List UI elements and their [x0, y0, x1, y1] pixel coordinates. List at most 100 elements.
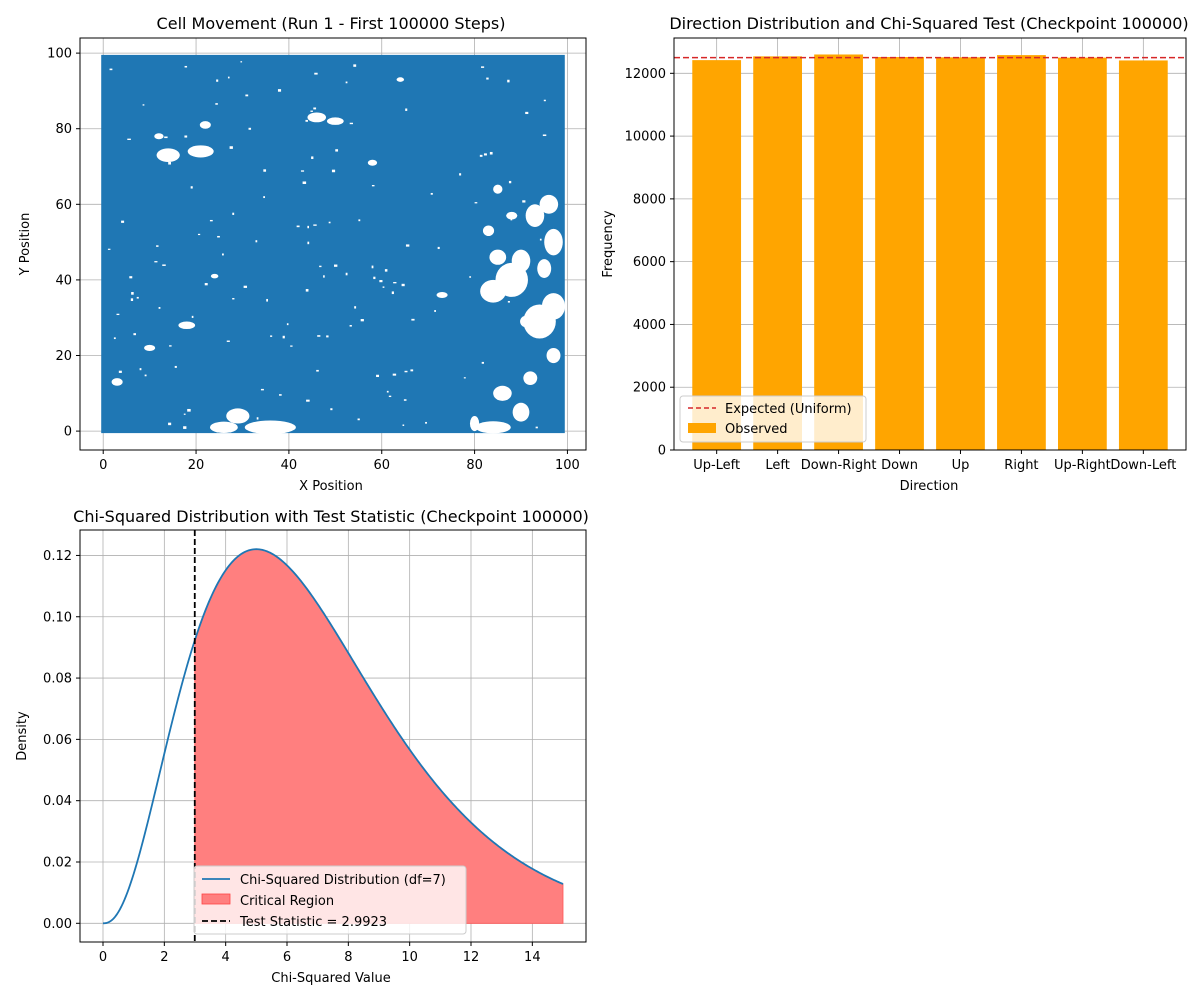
chart1-y-tick-label: 100: [47, 47, 72, 62]
chart3-legend-box: [193, 865, 467, 935]
unvisited-region: [511, 249, 531, 273]
unvisited-region: [537, 259, 552, 279]
unvisited-region: [210, 273, 219, 279]
unvisited-region: [539, 194, 559, 214]
scatter-speckle: [183, 413, 186, 415]
scatter-speckle: [535, 316, 539, 319]
scatter-speckle: [384, 269, 388, 272]
chart2-y-tick-label: 6000: [633, 255, 666, 270]
unvisited-region: [326, 117, 344, 125]
scatter-speckle: [305, 119, 308, 122]
scatter-speckle: [316, 369, 319, 372]
scatter-speckle: [164, 136, 168, 139]
chart2-y-tick-label: 0: [658, 444, 666, 459]
scatter-speckle: [232, 212, 235, 215]
legend-observed-label: Observed: [725, 422, 788, 437]
scatter-speckle: [382, 286, 385, 288]
scatter-speckle: [255, 240, 258, 243]
scatter-speckle: [187, 408, 191, 412]
chart2-x-tick-label: Up-Left: [693, 458, 740, 473]
scatter-speckle: [296, 225, 300, 228]
unvisited-region: [199, 121, 211, 129]
scatter-speckle: [371, 265, 374, 269]
chart2-x-ticks: Up-Left Left Down-Right Down Up Right Up-Right…: [693, 450, 1176, 473]
unvisited-region: [154, 133, 164, 140]
scatter-speckle: [463, 377, 466, 379]
scatter-speckle: [391, 291, 394, 295]
scatter-speckle: [486, 77, 489, 80]
scatter-speckle: [263, 169, 267, 172]
scatter-speckle: [282, 335, 285, 339]
scatter-speckle: [410, 369, 414, 372]
chart1-x-tick-label: 40: [281, 458, 298, 473]
scatter-speckle: [204, 283, 208, 286]
scatter-speckle: [197, 233, 201, 236]
scatter-speckle: [302, 181, 307, 184]
scatter-speckle: [215, 103, 218, 105]
chart3-plot-area: [102, 530, 564, 942]
unvisited-region: [506, 211, 518, 220]
chart1-x-tick-label: 80: [466, 458, 483, 473]
scatter-speckle: [402, 424, 405, 426]
unvisited-region: [156, 148, 180, 162]
chart2-x-tick-label: Left: [765, 458, 789, 473]
chart3-x-ticks: 0 2 4 6 8 10 12 14: [99, 942, 541, 965]
scatter-speckle: [404, 370, 408, 373]
scatter-speckle: [184, 135, 188, 138]
scatter-speckle: [310, 110, 313, 112]
scatter-speckle: [319, 265, 322, 268]
scatter-speckle: [313, 224, 317, 226]
unvisited-region: [493, 184, 503, 194]
scatter-speckle: [522, 200, 526, 203]
scatter-speckle: [290, 345, 293, 347]
chart2-y-label: Frequency: [601, 210, 616, 277]
chart2-title: Direction Distribution and Chi-Squared T…: [669, 14, 1188, 33]
chart2-y-ticks: 0 2000 4000 6000 8000 10000 12000: [625, 67, 674, 459]
chart1-y-tick-label: 60: [55, 198, 72, 213]
scatter-speckle: [313, 107, 317, 110]
scatter-speckle: [168, 161, 171, 165]
chart3-y-label: Density: [15, 711, 30, 761]
scatter-speckle: [379, 280, 383, 283]
panel-direction-distribution: Direction Distribution and Chi-Squared T…: [601, 14, 1189, 494]
legend-statistic-label: Test Statistic = 2.9923: [239, 915, 387, 930]
scatter-speckle: [401, 283, 405, 287]
chart3-x-tick-label: 4: [222, 950, 230, 965]
scatter-speckle: [403, 399, 407, 401]
chart3-x-tick-label: 6: [283, 950, 291, 965]
scatter-speckle: [405, 244, 410, 247]
scatter-speckle: [437, 246, 440, 250]
unvisited-region: [520, 315, 532, 328]
unvisited-region: [541, 293, 566, 320]
chart1-y-tick-label: 40: [55, 273, 72, 288]
scatter-speckle: [371, 184, 375, 187]
chart3-x-tick-label: 14: [524, 950, 541, 965]
scatter-speckle: [307, 225, 310, 229]
scatter-speckle: [386, 390, 389, 393]
scatter-speckle: [168, 422, 172, 426]
scatter-speckle: [300, 170, 305, 172]
chart3-y-tick-label: 0.02: [43, 855, 72, 870]
chart2-y-tick-label: 8000: [633, 192, 666, 207]
legend-critical-swatch: [201, 893, 231, 905]
scatter-speckle: [481, 66, 485, 68]
scatter-speckle: [263, 196, 266, 199]
unvisited-region: [144, 344, 156, 351]
scatter-speckle: [139, 368, 142, 371]
chart3-y-tick-label: 0.12: [43, 549, 72, 564]
chart1-title: Cell Movement (Run 1 - First 100000 Step…: [157, 14, 506, 33]
scatter-speckle: [543, 99, 546, 102]
legend-distribution-label: Chi-Squared Distribution (df=7): [240, 873, 446, 888]
scatter-speckle: [232, 298, 235, 300]
scatter-speckle: [507, 301, 510, 303]
scatter-speckle: [260, 388, 264, 391]
legend-expected-label: Expected (Uniform): [725, 402, 852, 417]
scatter-speckle: [256, 417, 259, 420]
chart2-legend-box: [679, 395, 867, 443]
bar-down: [875, 56, 924, 450]
scatter-speckle: [354, 306, 357, 309]
chart1-x-ticks: 0 20 40 60 80 100: [99, 450, 580, 473]
unvisited-region: [525, 204, 545, 227]
scatter-speckle: [411, 318, 415, 321]
